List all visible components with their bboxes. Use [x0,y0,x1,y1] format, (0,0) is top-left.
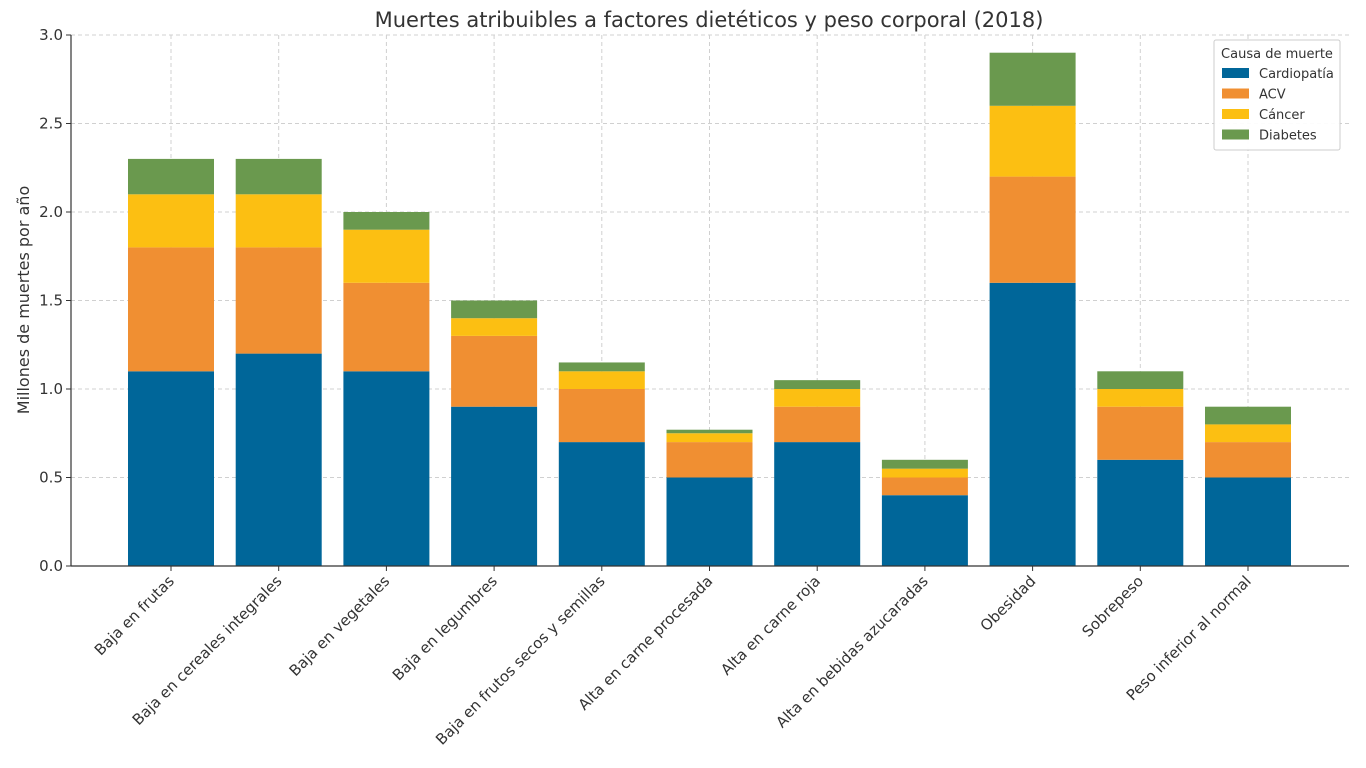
bar-segment [1097,459,1184,566]
bar-segment [1205,424,1291,443]
bar-segment [666,477,753,566]
bar-segment [1205,442,1291,478]
bar-segment [1097,389,1184,407]
bar-segment [558,371,645,389]
bar-segment [343,212,430,230]
bar-segment [451,318,538,336]
bar-segment [989,176,1076,283]
bars-layer [128,52,1291,566]
bar-segment [989,52,1076,106]
bar-segment [666,429,753,434]
bar-segment [881,495,968,566]
bar-segment [1205,477,1291,566]
y-tick-label: 2.5 [39,115,63,133]
bar-segment [881,477,968,496]
bar-segment [343,282,430,372]
bar-segment [774,442,861,566]
legend-swatch [1222,68,1249,78]
bar-segment [774,389,861,407]
y-tick-label: 0.5 [39,469,63,487]
bar-segment [1205,406,1291,425]
bar-segment [451,300,538,319]
legend-swatch [1222,109,1249,119]
bar-segment [881,459,968,469]
legend-title: Causa de muerte [1221,47,1333,62]
legend: Causa de muerte Cardiopatía ACV Cáncer Diab… [1213,39,1341,151]
legend-label: ACV [1259,88,1286,103]
y-tick-label: 0.0 [39,557,63,575]
bar-segment [128,194,214,248]
bar-segment [235,353,322,566]
legend-label: Diabetes [1259,129,1317,144]
bar-segment [558,362,645,372]
y-tick-label: 1.0 [39,380,63,398]
legend-swatch [1222,88,1249,99]
bar-segment [666,442,753,478]
bar-segment [128,247,214,372]
y-tick-label: 3.0 [39,26,63,44]
bar-segment [774,406,861,443]
bar-segment [128,371,214,566]
legend-label: Cardiopatía [1259,67,1334,82]
bar-segment [235,158,322,195]
legend-swatch [1222,129,1249,140]
bar-segment [235,194,322,248]
bar-segment [666,433,753,443]
y-axis-label: Millones de muertes por año [14,186,33,414]
bar-segment [451,335,538,407]
bar-segment [989,282,1076,566]
bar-segment [451,406,538,566]
bar-segment [1097,371,1184,389]
bar-segment [558,389,645,443]
legend-label: Cáncer [1259,108,1305,123]
y-tick-label: 1.5 [39,292,63,310]
bar-segment [235,247,322,354]
bar-segment [989,105,1076,177]
bar-segment [343,229,430,283]
bar-segment [1097,406,1184,460]
bar-segment [128,158,214,195]
bar-segment [774,380,861,389]
bar-segment [881,468,968,478]
bar-segment [343,371,430,566]
chart-title: Muertes atribuibles a factores dietético… [375,8,1044,32]
legend-box [1213,39,1341,151]
bar-segment [558,442,645,566]
y-tick-label: 2.0 [39,203,63,221]
